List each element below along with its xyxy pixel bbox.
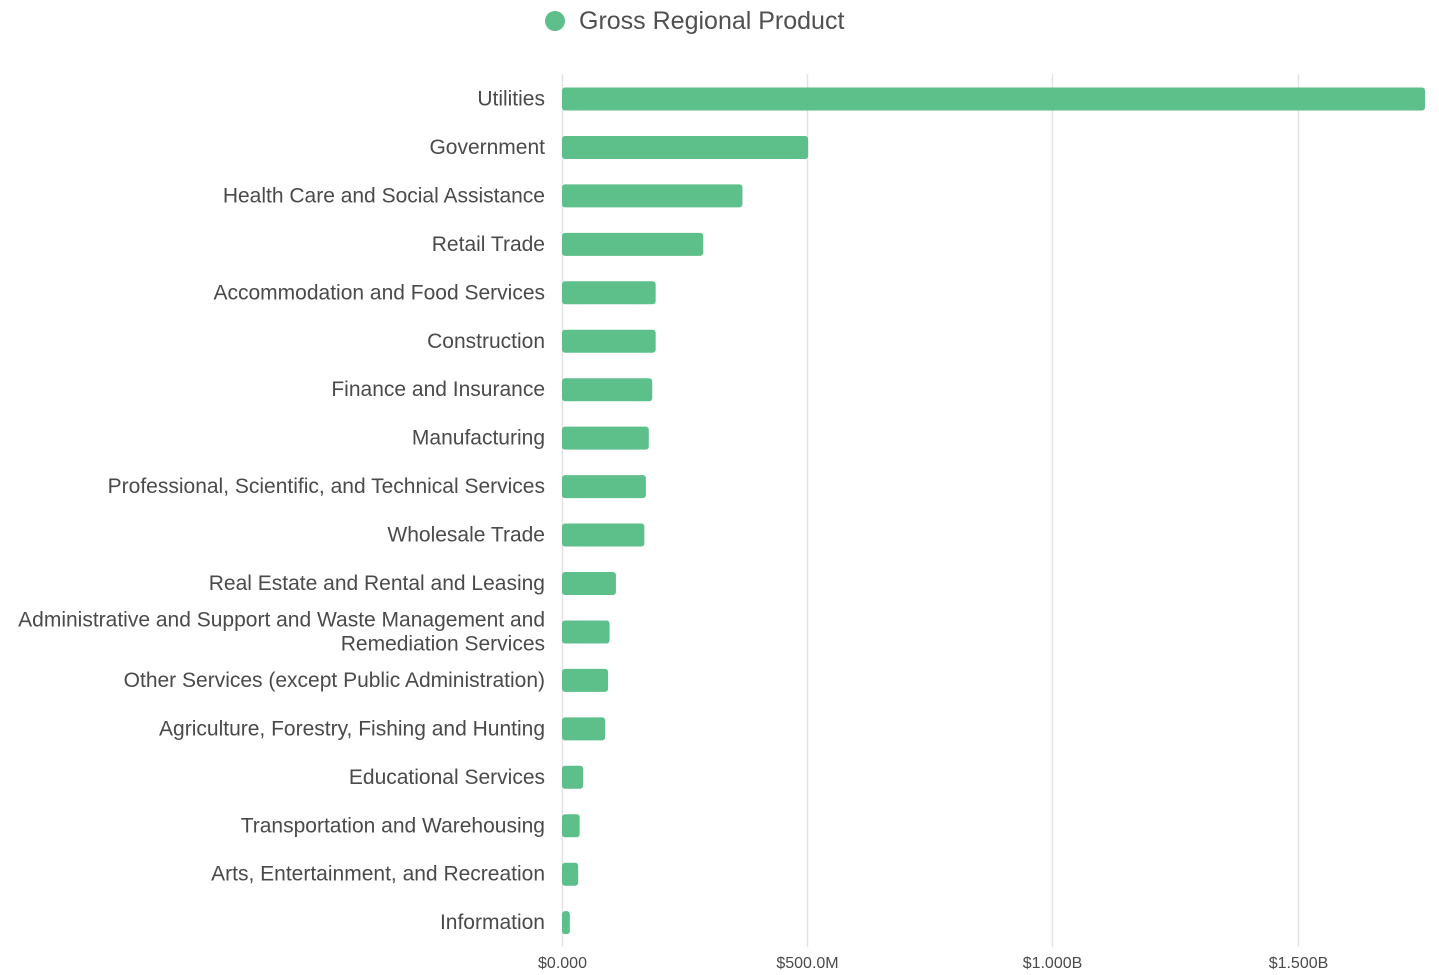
category-label-line: Agriculture, Forestry, Fishing and Hunti… [159,717,545,740]
category-label: Government [429,136,545,159]
bar [562,862,579,886]
bar [562,135,809,159]
legend-swatch-icon [545,11,565,31]
bar [562,572,616,595]
category-label: Agriculture, Forestry, Fishing and Hunti… [159,717,545,740]
category-label: Accommodation and Food Services [214,281,546,304]
category-label-line: Administrative and Support and Waste Man… [18,608,545,631]
legend-label: Gross Regional Product [579,6,845,35]
category-label-line: Transportation and Warehousing [241,814,545,837]
category-label: Transportation and Warehousing [241,814,545,837]
category-label-line: Manufacturing [412,427,545,450]
category-label-line: Arts, Entertainment, and Recreation [211,863,545,886]
category-label: Wholesale Trade [387,524,545,547]
bar [562,281,656,305]
bar [562,426,649,450]
category-label: Other Services (except Public Administra… [124,669,545,692]
category-label: Real Estate and Rental and Leasing [209,572,545,595]
bar [562,717,606,741]
category-label-line: Finance and Insurance [331,378,545,401]
bar [562,475,646,499]
category-label-line: Retail Trade [432,233,545,256]
bar [562,378,653,402]
bar [562,765,584,789]
category-label: Arts, Entertainment, and Recreation [211,863,545,886]
category-label-line: Utilities [477,88,545,111]
category-label: Construction [427,330,545,353]
bar [562,668,609,692]
category-label-line: Remediation Services [341,632,545,655]
category-label-line: Other Services (except Public Administra… [124,669,545,692]
category-label-line: Health Care and Social Assistance [223,184,545,207]
x-tick-label: $1.000B [1023,955,1083,972]
category-label: Health Care and Social Assistance [223,184,545,207]
bar [562,329,656,353]
category-label-line: Real Estate and Rental and Leasing [209,572,545,595]
category-label-line: Information [440,911,545,934]
category-label: Manufacturing [412,427,545,450]
bar [562,523,645,547]
x-tick-label: $0.000 [538,955,587,972]
category-label: Educational Services [349,766,545,789]
category-label: Information [440,911,545,934]
bar [562,620,610,644]
bar [562,184,743,208]
category-label-line: Wholesale Trade [387,524,545,547]
category-label-line: Accommodation and Food Services [214,281,546,304]
bar [562,911,570,935]
category-label: Administrative and Support and Waste Man… [18,608,545,655]
category-label: Finance and Insurance [331,378,545,401]
bar [562,87,1425,111]
category-label: Utilities [477,88,545,111]
category-label-line: Professional, Scientific, and Technical … [108,475,545,498]
x-tick-label: $1.500B [1269,955,1329,972]
category-label-line: Government [429,136,545,159]
category-label: Professional, Scientific, and Technical … [108,475,545,498]
x-tick-label: $500.0M [776,955,838,972]
category-label-line: Educational Services [349,766,545,789]
category-label-line: Construction [427,330,545,353]
chart-legend[interactable]: Gross Regional Product [545,4,844,38]
bar [562,814,580,838]
bar [562,232,704,256]
category-label: Retail Trade [432,233,545,256]
